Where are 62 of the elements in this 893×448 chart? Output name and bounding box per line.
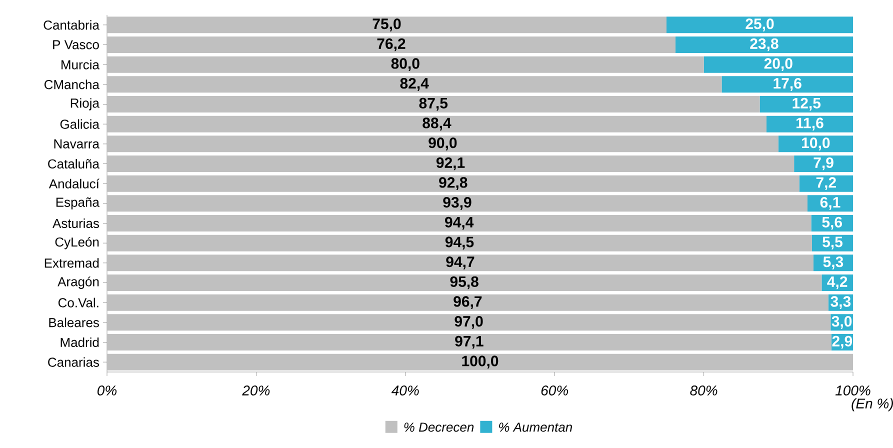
x-tick-label: 60% bbox=[541, 386, 568, 396]
data-label: 88,4 bbox=[422, 118, 452, 130]
data-label: 17,6 bbox=[774, 78, 802, 91]
data-label: 23,8 bbox=[750, 38, 778, 52]
data-label: 7,9 bbox=[814, 157, 834, 170]
data-label: 92,8 bbox=[439, 177, 468, 190]
data-label: 2,9 bbox=[832, 336, 852, 349]
y-tick-label: Co.Val. bbox=[58, 298, 98, 308]
text: (En %) bbox=[852, 398, 893, 412]
data-label: 5,6 bbox=[822, 216, 842, 230]
data-label: 82,4 bbox=[400, 78, 429, 91]
y-tick-label: Cataluña bbox=[48, 158, 100, 169]
y-tick-label: P Vasco bbox=[53, 40, 99, 50]
data-label: 93,9 bbox=[443, 197, 472, 210]
data-label: 12,5 bbox=[792, 98, 821, 111]
data-label: 11,6 bbox=[796, 118, 824, 130]
y-tick-label: Canarias bbox=[48, 357, 99, 367]
y-tick-label: Galicia bbox=[60, 119, 100, 129]
data-label: 97,0 bbox=[454, 316, 483, 329]
y-tick-label: CyLeón bbox=[55, 236, 99, 250]
y-tick-label: Madrid bbox=[60, 337, 99, 348]
data-label: 25,0 bbox=[746, 18, 774, 32]
data-label: 87,5 bbox=[419, 98, 448, 111]
y-tick-label: Asturias bbox=[52, 218, 100, 228]
data-label: 97,1 bbox=[455, 336, 484, 349]
y-tick-label: Baleares bbox=[49, 318, 99, 328]
data-label: 10,0 bbox=[802, 138, 830, 150]
data-label: 92,1 bbox=[436, 157, 465, 170]
data-label: 4,2 bbox=[827, 276, 848, 290]
data-label: 95,8 bbox=[450, 276, 478, 290]
y-tick-label: Aragón bbox=[58, 276, 99, 289]
data-label: 5,3 bbox=[823, 256, 844, 270]
legend-label: % Decrecen bbox=[404, 422, 474, 432]
y-tick-label: Extremad bbox=[44, 258, 99, 268]
data-label: 3,3 bbox=[830, 296, 851, 309]
data-label: 94,7 bbox=[446, 256, 474, 270]
data-label: 94,4 bbox=[445, 216, 474, 230]
data-label: 94,5 bbox=[445, 236, 474, 250]
data-label: 5,5 bbox=[822, 236, 842, 250]
y-tick-label: Andalucí bbox=[48, 178, 100, 188]
x-tick-label: 20% bbox=[242, 386, 270, 396]
x-tick-label: 0% bbox=[98, 386, 117, 396]
data-label: 100,0 bbox=[462, 356, 498, 368]
data-label: 96,7 bbox=[454, 296, 482, 309]
data-label: 3,0 bbox=[832, 316, 852, 329]
y-tick-label: España bbox=[56, 197, 100, 210]
data-label: 20,0 bbox=[764, 58, 792, 71]
data-label: 75,0 bbox=[372, 18, 401, 32]
data-label: 90,0 bbox=[428, 138, 457, 150]
data-label: 76,2 bbox=[377, 38, 406, 52]
x-tick-label: 80% bbox=[690, 386, 718, 396]
y-tick-label: Navarra bbox=[54, 139, 100, 148]
data-label: 7,2 bbox=[816, 177, 836, 190]
x-tick-label: 40% bbox=[391, 386, 419, 396]
y-tick-label: Rioja bbox=[70, 98, 100, 110]
y-tick-label: CMancha bbox=[44, 80, 100, 90]
x-tick-label: 100% bbox=[835, 386, 870, 396]
legend-label: % Aumentan bbox=[499, 422, 572, 432]
data-label: 80,0 bbox=[391, 58, 420, 71]
y-tick-label: Murcia bbox=[62, 60, 100, 70]
y-tick-label: Cantabria bbox=[44, 20, 100, 30]
data-label: 6,1 bbox=[820, 197, 840, 210]
